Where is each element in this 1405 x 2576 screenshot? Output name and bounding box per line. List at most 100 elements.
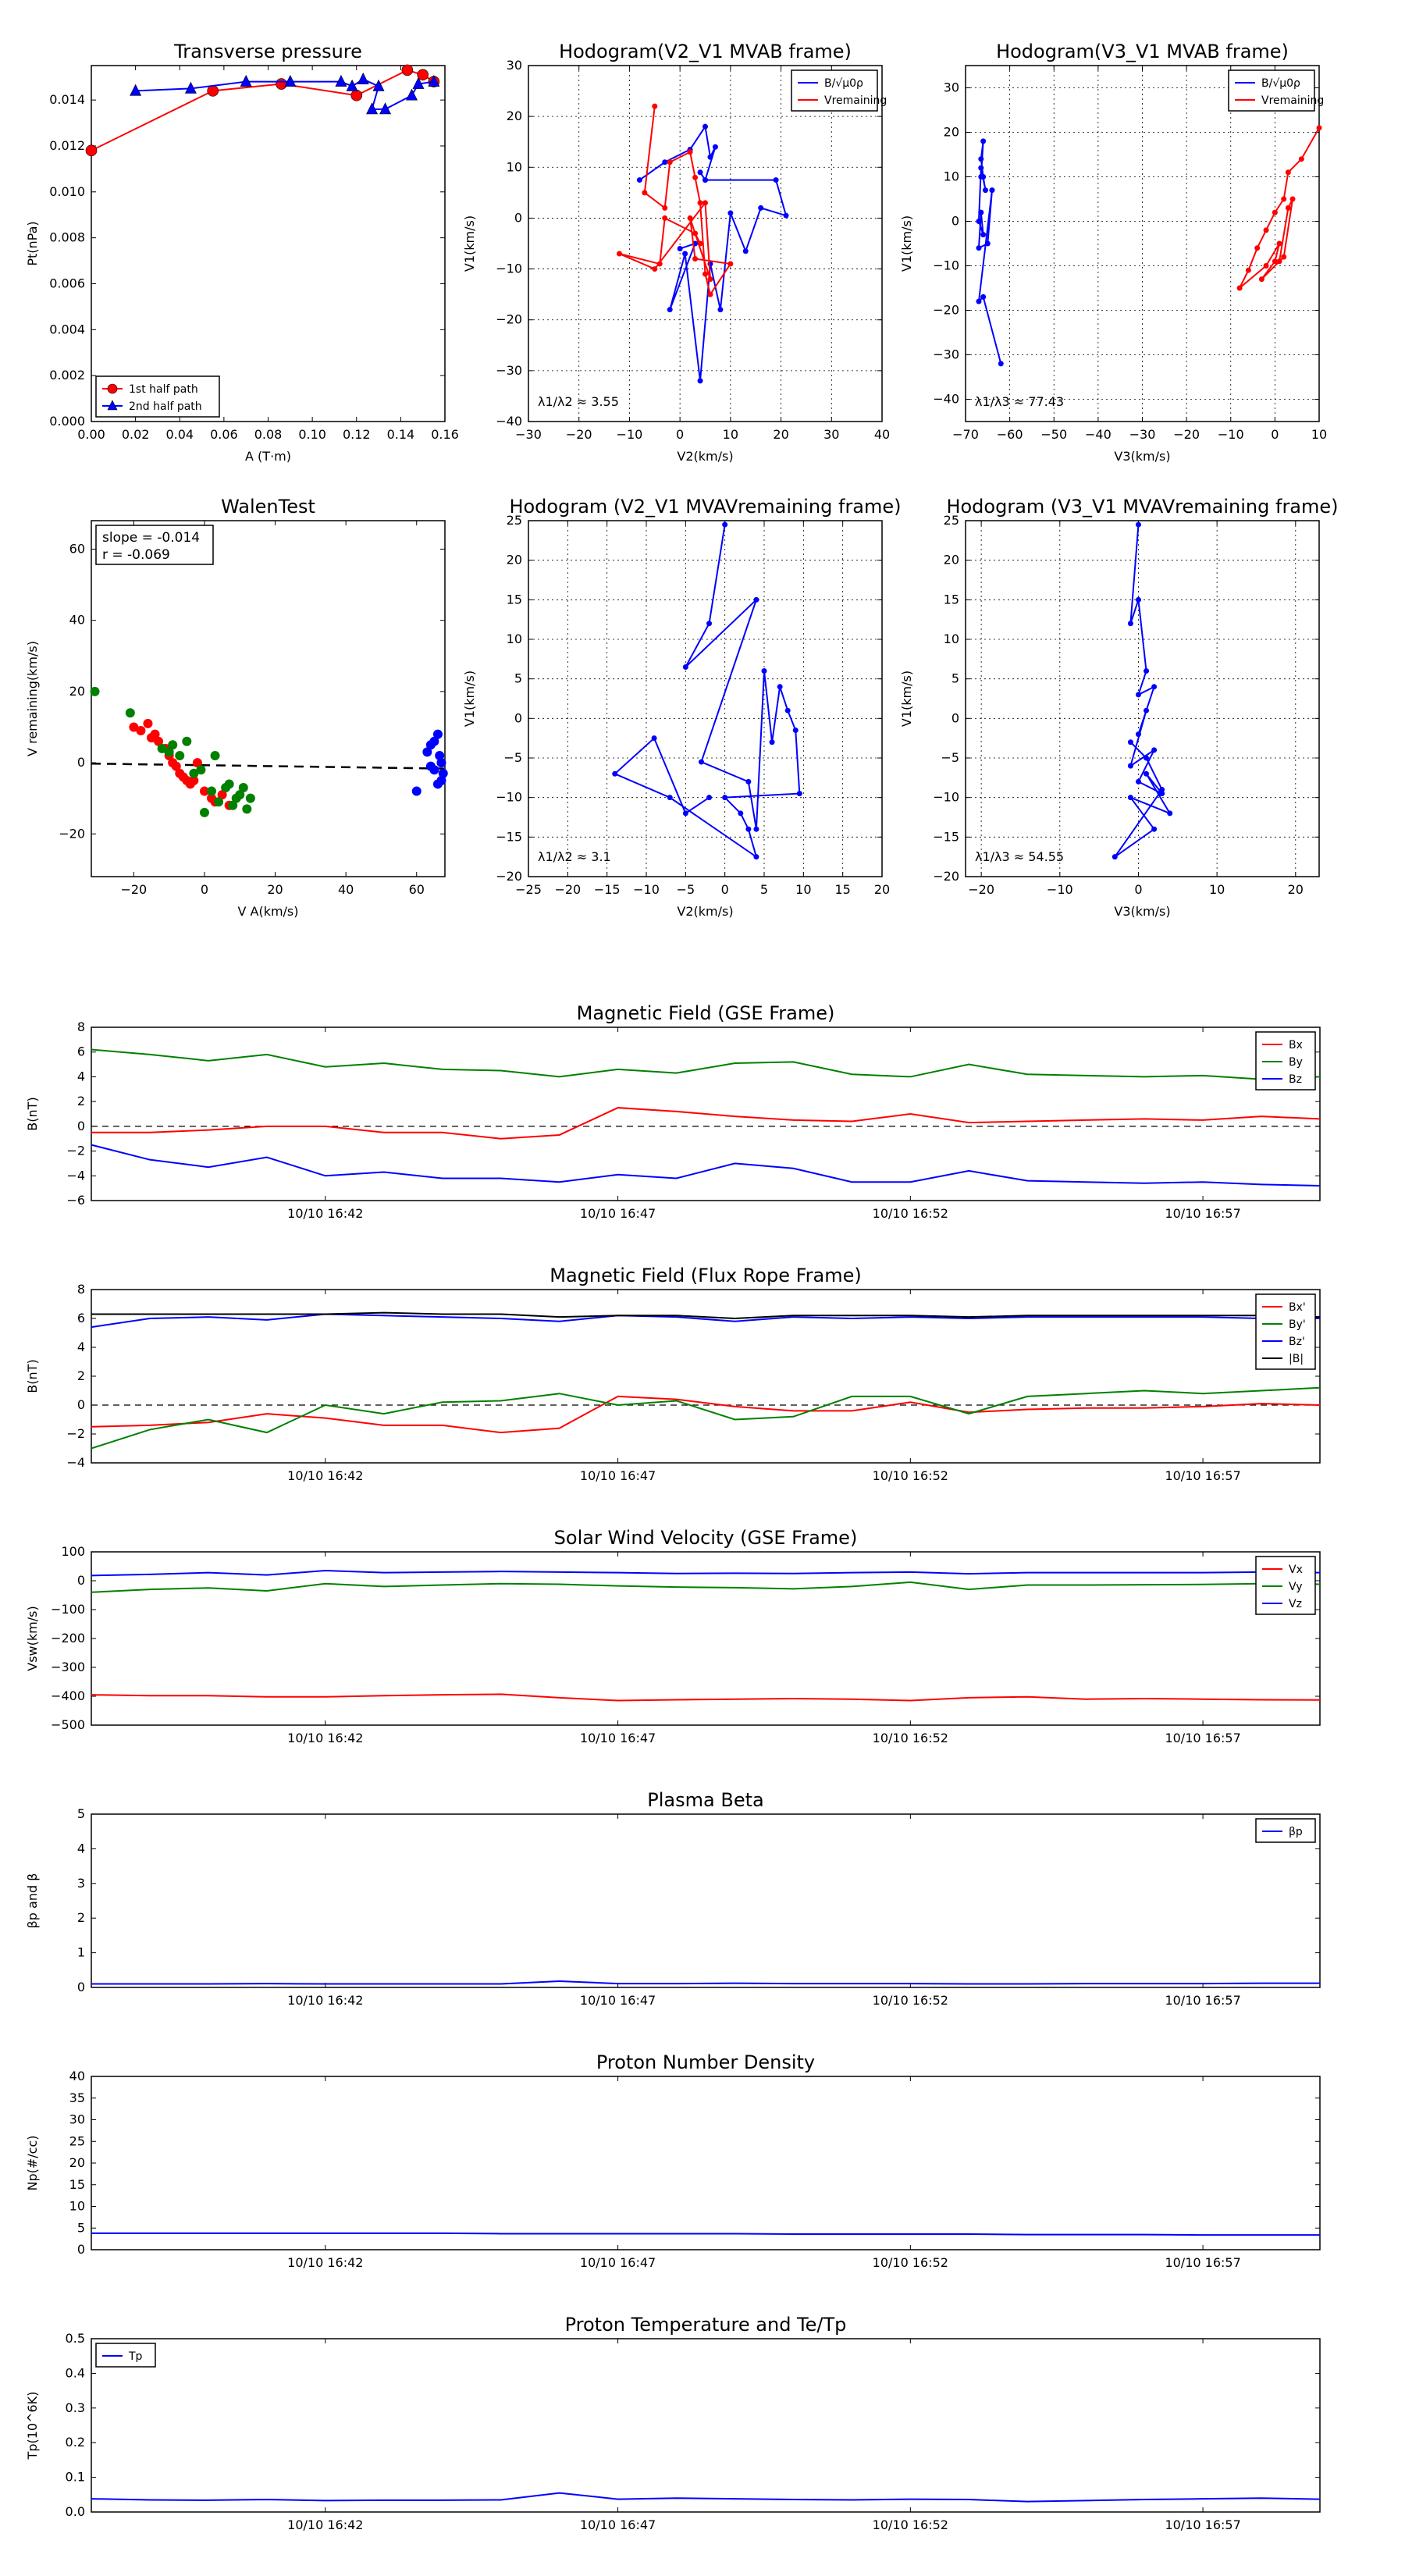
bfr-ytick-label-5: 6 — [77, 1311, 85, 1325]
bfr-ytick-label-3: 2 — [77, 1368, 85, 1383]
h1-series-0-point-13 — [727, 210, 734, 216]
h3-ytick-label-0: −20 — [496, 869, 522, 884]
h1-series-1-point-9 — [727, 261, 734, 267]
np-ytick-label-2: 10 — [69, 2199, 85, 2214]
h3-series-0-point-16 — [753, 854, 759, 860]
vsw-legend-label-1: Vy — [1289, 1581, 1303, 1593]
walen-annotation-line-0: slope = -0.014 — [102, 530, 200, 546]
h1-xtick-label-2: −10 — [617, 427, 643, 442]
h4-xtick-label-4: 20 — [1288, 882, 1304, 897]
walen-series-1-point-4 — [168, 740, 178, 750]
pt-series-1-point-11 — [184, 81, 197, 94]
pt-series-1-point-0 — [428, 74, 440, 87]
h4-series-0-point-13 — [1167, 810, 1173, 817]
h4-series-0-point-15 — [1151, 826, 1158, 832]
tp-legend-label-0: Tp — [128, 2350, 143, 2363]
h3-series-0-point-5 — [745, 778, 752, 785]
bfr-ytick-label-0: −4 — [66, 1455, 85, 1470]
h4-series-0-point-8 — [1127, 763, 1133, 769]
h1-series-0-point-14 — [717, 307, 724, 313]
walen-series-1-point-11 — [210, 750, 220, 760]
h4-series-0-line — [1114, 524, 1172, 858]
h2-title: Hodogram(V3_V1 MVAB frame) — [996, 41, 1289, 62]
beta-frame — [91, 1813, 1321, 1988]
h3-series-0-point-4 — [698, 759, 704, 765]
h1-series-0-point-18 — [667, 307, 673, 313]
bgse-ytick-label-6: 6 — [77, 1044, 85, 1059]
h3-series-0-point-6 — [753, 826, 759, 832]
tp-frame — [91, 2338, 1321, 2513]
h1-series-0-point-1 — [662, 159, 668, 165]
h2-series-1-point-0 — [1316, 125, 1322, 131]
h3-xtick-label-8: 15 — [834, 882, 850, 897]
h1-series-1-point-6 — [697, 200, 703, 206]
h4-series-0-point-1 — [1127, 621, 1133, 627]
h1-xtick-label-5: 20 — [773, 427, 788, 442]
h2-series-0-point-5 — [978, 165, 984, 171]
pt-series-1-point-8 — [335, 74, 347, 87]
bfr-xtick-label-2: 10/10 16:52 — [873, 1468, 948, 1483]
h2-series-1-point-5 — [1263, 227, 1269, 233]
h4-ylabel: V1(km/s) — [899, 671, 914, 727]
walen-series-1-point-1 — [125, 708, 135, 718]
tp-xtick-label-2: 10/10 16:52 — [873, 2517, 948, 2532]
tp-ytick-label-1: 0.1 — [66, 2470, 85, 2485]
h1-series-1-point-8 — [707, 291, 713, 297]
h2-series-1-point-11 — [1272, 258, 1278, 265]
h3-series-0-line — [613, 524, 801, 859]
tp-legend-box — [95, 2343, 156, 2368]
pt-xtick-label-8: 0.16 — [431, 427, 459, 442]
bgse-ytick-label-0: −6 — [66, 1193, 85, 1208]
bgse-xtick-label-2: 10/10 16:52 — [873, 1206, 948, 1221]
h4-series-0-point-2 — [1135, 596, 1141, 603]
h1-series-0-point-16 — [697, 378, 703, 384]
h4-series-0-point-10 — [1135, 778, 1141, 785]
vsw-ytick-label-0: −500 — [51, 1717, 85, 1732]
h3-series-0-point-18 — [612, 770, 618, 777]
bfr-series-3-line — [91, 1311, 1321, 1320]
h1-annotation: λ1/λ2 ≈ 3.55 — [538, 394, 619, 409]
h1-ytick-label-6: 20 — [507, 109, 522, 123]
tp-title: Proton Temperature and Te/Tp — [565, 2314, 847, 2336]
walen-series-2-point-9 — [432, 779, 443, 789]
h2-series-0-point-9 — [976, 245, 982, 251]
h1-series-0-point-3 — [702, 123, 708, 130]
walen-series-0-point-19 — [217, 790, 227, 800]
h2-series-0-point-11 — [989, 187, 995, 194]
walen-series-0-point-1 — [136, 726, 146, 736]
h4-series-0-point-16 — [1112, 854, 1118, 860]
tp-xtick-label-1: 10/10 16:47 — [580, 2517, 656, 2532]
h2-series-0-point-1 — [980, 138, 987, 144]
h1-series-1-point-1 — [642, 190, 648, 196]
h2-xtick-label-4: −30 — [1129, 427, 1156, 442]
pt-series-1-point-5 — [372, 79, 385, 91]
bgse-legend-label-2: Bz — [1289, 1073, 1302, 1086]
pt-series-1-point-9 — [284, 74, 297, 87]
h4-xtick-label-1: −10 — [1047, 882, 1073, 897]
walen-frame — [91, 520, 446, 877]
h2-series-1-point-15 — [1285, 205, 1291, 211]
h2-xtick-label-5: −20 — [1173, 427, 1200, 442]
h1-ytick-label-5: 10 — [507, 159, 522, 174]
bgse-ytick-label-4: 2 — [77, 1094, 85, 1108]
h3-ytick-label-9: 25 — [507, 513, 522, 528]
h2-series-1-point-8 — [1236, 285, 1243, 291]
h3-series-0-point-7 — [761, 668, 767, 674]
h1-ylabel: V1(km/s) — [462, 215, 477, 272]
h2-series-0-point-7 — [980, 232, 987, 238]
bfr-title: Magnetic Field (Flux Rope Frame) — [550, 1265, 861, 1286]
h1-series-1-point-16 — [656, 261, 663, 267]
h4-xtick-label-2: 0 — [1134, 882, 1142, 897]
walen-series-0-point-0 — [129, 722, 139, 732]
h3-xtick-label-7: 10 — [795, 882, 811, 897]
h4-series-0-point-0 — [1135, 521, 1141, 528]
walen-series-2-point-1 — [422, 747, 432, 757]
h3-xtick-label-9: 20 — [874, 882, 890, 897]
h4-series-0-point-4 — [1135, 692, 1141, 698]
np-series-0-line — [91, 2232, 1320, 2236]
walen-series-0-point-5 — [154, 736, 164, 746]
h1-ytick-label-1: −30 — [496, 363, 522, 378]
walen-xtick-label-1: 0 — [201, 882, 208, 897]
pt-title: Transverse pressure — [173, 41, 362, 62]
walen-series-1-point-12 — [214, 797, 224, 807]
